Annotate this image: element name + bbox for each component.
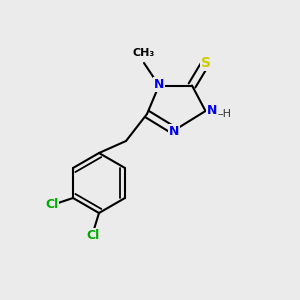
Text: –H: –H: [218, 109, 232, 119]
Text: CH₃: CH₃: [133, 49, 155, 58]
Text: Cl: Cl: [45, 197, 58, 211]
Text: N: N: [169, 125, 179, 138]
Text: S: S: [200, 56, 211, 70]
Text: N: N: [154, 78, 164, 91]
Text: Cl: Cl: [86, 229, 100, 242]
Text: N: N: [207, 104, 217, 118]
